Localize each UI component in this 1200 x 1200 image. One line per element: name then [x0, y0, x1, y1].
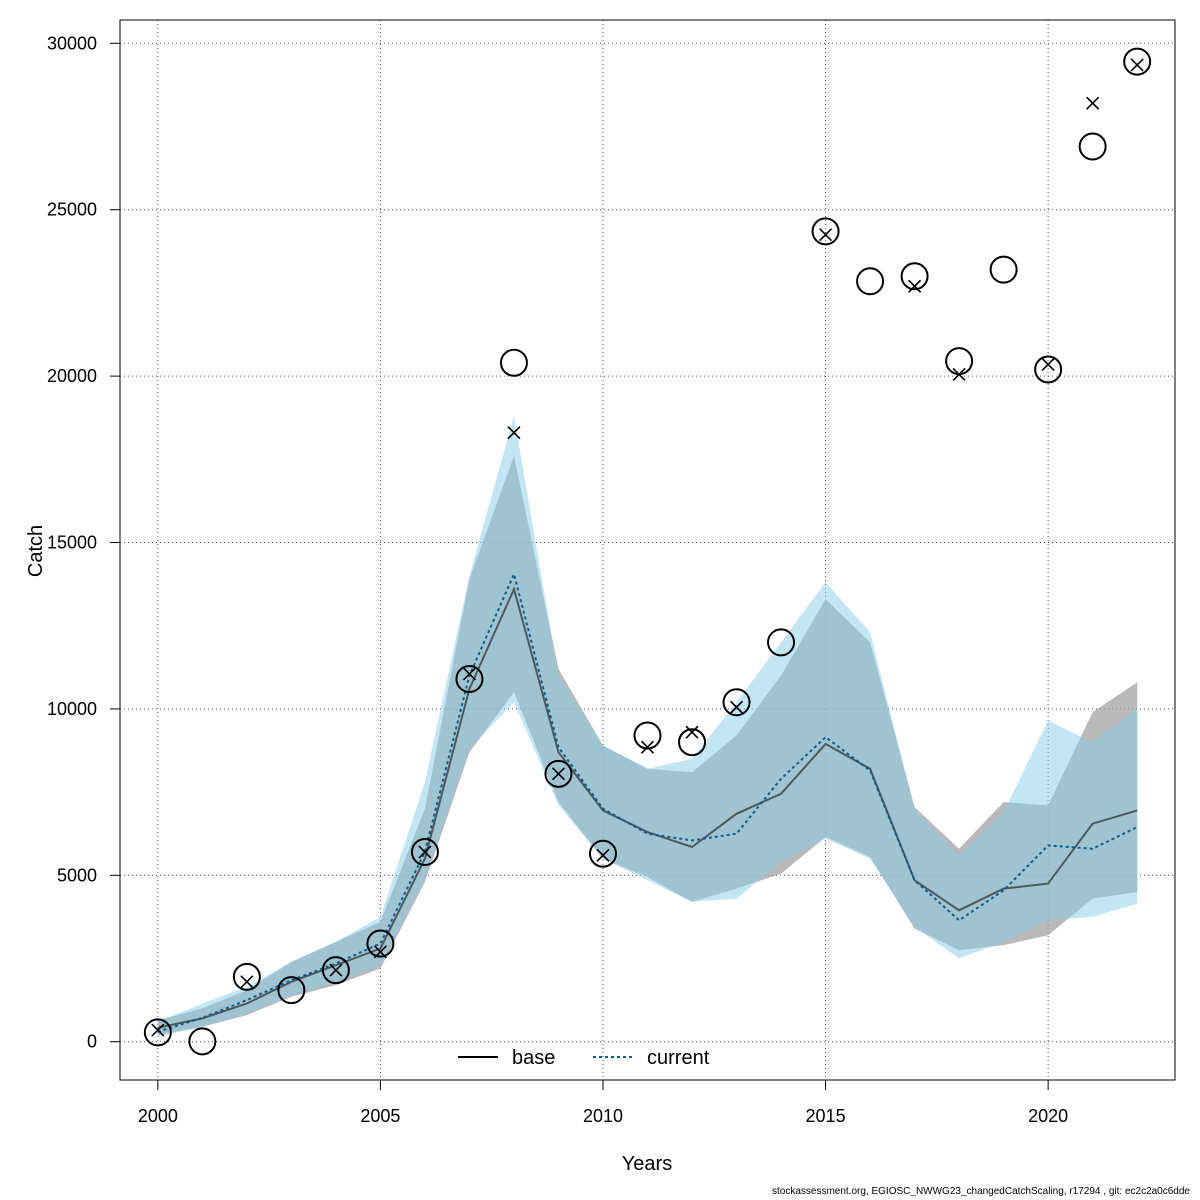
observed-circle	[232, 962, 261, 991]
observed-circle	[1123, 47, 1152, 76]
cross-stroke	[685, 725, 699, 739]
cross-stroke	[640, 740, 655, 754]
observed-circle	[900, 262, 929, 291]
observed-cross	[462, 667, 477, 681]
uncertainty-bands	[157, 416, 1138, 1037]
observed-circle	[143, 1018, 172, 1047]
observed-cross	[151, 1023, 165, 1037]
observed-circle	[722, 688, 751, 717]
observed-circle	[678, 728, 707, 757]
line-current	[157, 571, 1138, 1033]
cross-stroke	[151, 1023, 165, 1037]
cross-stroke	[373, 945, 387, 959]
legend: base current	[458, 1047, 710, 1069]
observed-cross	[952, 367, 966, 382]
y-tick-label: 15000	[47, 533, 97, 553]
observed-circle	[188, 1027, 217, 1056]
cross-stroke	[462, 667, 477, 681]
series-lines	[157, 571, 1138, 1033]
observed-circle	[544, 759, 573, 788]
observed-circle	[455, 664, 484, 693]
x-tick-label: 2020	[1028, 1106, 1068, 1126]
observed-circle	[321, 956, 350, 985]
observed-cross	[551, 767, 566, 781]
cross-stroke	[1130, 58, 1144, 72]
y-tick-label: 10000	[47, 699, 97, 719]
observed-circle	[633, 721, 662, 750]
cross-stroke	[818, 228, 833, 242]
grid-lines	[120, 20, 1175, 1080]
observed-cross	[685, 725, 699, 739]
observed-circle	[277, 976, 306, 1005]
footer-source-text: stockassessment.org, EGIOSC_NWWG23_chang…	[772, 1186, 1190, 1197]
cross-stroke	[551, 767, 566, 781]
observed-cross	[240, 975, 254, 989]
observation-points	[143, 47, 1152, 1056]
cross-stroke	[952, 367, 966, 382]
x-tick-label: 2000	[138, 1106, 178, 1126]
y-tick-label: 30000	[47, 33, 97, 53]
observed-cross	[908, 279, 922, 293]
observed-circle	[1078, 132, 1107, 161]
legend-current-label: current	[647, 1047, 710, 1069]
cross-stroke	[329, 963, 343, 977]
observed-cross	[596, 848, 610, 862]
y-tick-label: 5000	[57, 865, 97, 885]
cross-stroke	[507, 426, 521, 440]
y-tick-label: 20000	[47, 366, 97, 386]
observed-circle	[499, 348, 528, 377]
x-tick-label: 2005	[360, 1106, 400, 1126]
observed-circle	[945, 347, 974, 376]
observed-circle	[588, 839, 617, 868]
legend-base-label: base	[512, 1047, 555, 1069]
observed-cross	[373, 945, 387, 959]
cross-stroke	[596, 848, 610, 862]
observed-cross	[329, 963, 343, 977]
axes: 2000 2005 2010 2015 2020 0 5000 10000 15000 20000…	[47, 33, 1068, 1126]
observed-cross	[729, 700, 744, 714]
x-tick-label: 2010	[583, 1106, 623, 1126]
x-tick-label: 2015	[806, 1106, 846, 1126]
y-axis-title: Catch	[25, 525, 47, 577]
band-current	[157, 416, 1138, 1037]
observed-cross	[1130, 58, 1144, 72]
observed-circle	[1034, 355, 1063, 384]
observed-cross	[1086, 96, 1100, 110]
observed-cross	[418, 845, 432, 859]
observed-cross	[640, 740, 655, 754]
line-base	[157, 586, 1138, 1029]
cross-stroke	[1041, 357, 1055, 372]
cross-stroke	[908, 279, 922, 293]
observed-circle	[410, 838, 439, 867]
y-tick-label: 0	[87, 1032, 97, 1052]
y-tick-label: 25000	[47, 200, 97, 220]
cross-stroke	[240, 975, 254, 989]
observed-cross	[1041, 357, 1055, 372]
cross-stroke	[418, 845, 432, 859]
observed-circle	[856, 267, 885, 296]
cross-stroke	[729, 700, 744, 714]
cross-stroke	[1086, 96, 1100, 110]
x-axis-title: Years	[622, 1153, 672, 1175]
observed-circle	[767, 628, 796, 657]
observed-circle	[989, 255, 1018, 284]
observed-cross	[507, 426, 521, 440]
observed-cross	[818, 228, 833, 242]
observed-circle	[811, 217, 840, 246]
observed-circle	[366, 929, 395, 958]
